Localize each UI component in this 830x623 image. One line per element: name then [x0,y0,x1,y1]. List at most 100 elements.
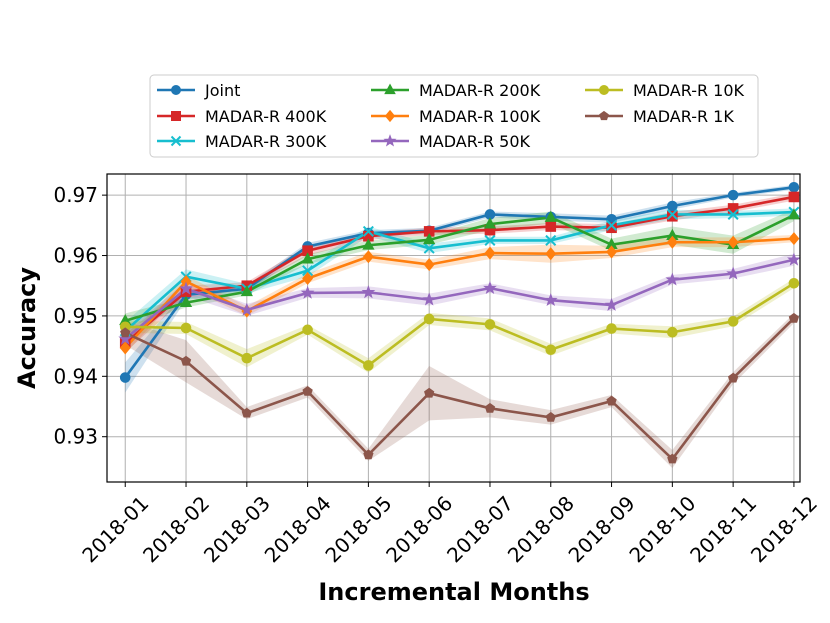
legend: Joint MADAR-R 400K MADAR-R 300K MADAR-R 200… [149,74,759,158]
series-0-point [667,200,678,212]
legend-swatch-marker [171,85,181,95]
series-4-point [362,250,374,264]
series-5-point [300,285,315,299]
series-1-point [545,221,557,232]
series-3-point [423,233,436,245]
series-6-line [125,282,795,368]
series-7-point [180,355,192,366]
legend-item: MADAR-R 50K [371,132,531,151]
series-3-point [787,208,801,220]
legend-label: MADAR-R 50K [419,132,531,151]
x-tick-label: 2018-08 [503,491,579,567]
series-7-point [727,372,739,383]
series-0-point [788,181,800,193]
series-5-point [665,272,680,286]
y-axis-ticks: 0.93 0.94 0.95 0.96 0.97 [53,183,107,449]
series-7-point [363,449,374,460]
series-3-point [483,217,497,229]
series-4-point [545,247,557,261]
legend-box [149,74,759,158]
x-axis-title: Incremental Months [318,578,589,606]
series-5-point [422,292,437,306]
series-2-point [545,234,557,246]
series-6-point [727,316,739,327]
x-tick-label: 2018-03 [199,491,275,567]
series-7-band [125,313,794,469]
series-2-line [124,210,794,332]
series-7-point [424,387,435,398]
series-3-point [544,210,557,222]
series-0-point [727,189,739,201]
series-5-point [543,293,558,307]
series-lines [124,186,795,462]
legend-label: MADAR-R 200K [419,81,541,100]
legend-item: MADAR-R 400K [157,107,327,126]
series-1-point [606,222,617,234]
series-3-point [362,238,375,250]
series-4-point [606,245,618,259]
series-1-point [667,210,678,222]
series-3-point [240,284,253,297]
series-6-point [667,326,678,338]
y-tick-label: 0.95 [53,304,98,328]
series-5-line [124,258,795,340]
series-3-line [124,213,795,322]
series-2-point [606,219,618,231]
y-axis-title: Accuracy [13,267,41,389]
x-tick-label: 2018-05 [320,491,396,567]
legend-swatch-marker [171,111,181,121]
series-4-point [423,258,435,272]
series-7-point [545,411,556,422]
legend-swatch-marker [384,109,396,123]
series-5-point [361,285,376,299]
series-4-point [484,246,496,260]
series-6-point [484,319,496,330]
series-2-point [666,208,678,220]
legend-label: MADAR-R 400K [205,107,327,126]
series-6-point [788,278,800,289]
legend-label: MADAR-R 100K [419,107,541,126]
series-5-point [787,252,801,266]
series-5-point [726,266,740,280]
legend-item: MADAR-R 10K [585,81,745,100]
series-6-point [241,352,253,364]
legend-label: MADAR-R 1K [633,107,734,126]
legend-swatch-marker [170,135,182,147]
legend-swatch-marker [599,110,609,121]
y-tick-label: 0.93 [53,425,98,449]
series-3-point [301,252,314,264]
series-7-point [606,395,617,406]
series-6-point [423,313,435,325]
series-4-point [788,232,800,246]
series-2-point [727,208,739,220]
plot-frame [106,173,801,483]
series-6-point [180,322,192,334]
series-2-point [302,265,314,277]
series-2-point [362,225,374,237]
legend-item: MADAR-R 300K [157,132,327,151]
legend-item: MADAR-R 200K [371,81,541,100]
series-3-point [179,295,193,307]
series-7-point [484,402,496,413]
series-5-point [118,331,133,345]
series-2-point [484,234,496,246]
legend-label: Joint [204,81,240,100]
x-tick-label: 2018-01 [77,491,153,567]
y-tick-label: 0.97 [53,183,98,207]
series-7-point [241,407,252,418]
series-0-line [124,186,795,379]
series-5-point [604,297,619,311]
legend-item: Joint [157,81,240,100]
y-tick-label: 0.96 [53,244,98,268]
series-5-point [239,302,254,316]
series-4-point [302,271,314,286]
series-7-line [124,317,795,462]
x-tick-label: 2018-04 [260,491,336,567]
x-tick-label: 2018-02 [138,491,214,567]
legend-item: MADAR-R 100K [371,107,541,126]
legend-swatch-marker [384,83,396,95]
x-tick-label: 2018-07 [442,491,518,567]
legend-label: MADAR-R 10K [633,81,745,100]
